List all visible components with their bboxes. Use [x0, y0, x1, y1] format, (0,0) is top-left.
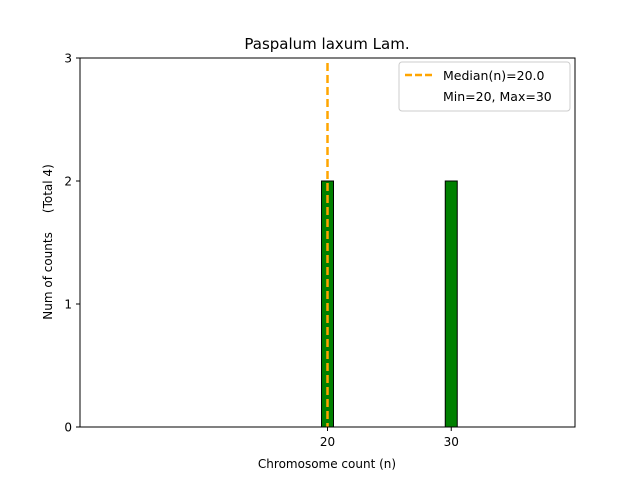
bars-group [321, 180, 458, 428]
legend-box [398, 61, 571, 112]
legend: Median(n)=20.0 Min=20, Max=30 [398, 61, 571, 112]
legend-entry-median: Median(n)=20.0 [443, 68, 544, 83]
y-tick-label-2: 2 [64, 175, 72, 189]
y-axis-label: Num of counts (Total 4) [41, 164, 55, 319]
x-axis-label: Chromosome count (n) [258, 457, 396, 471]
x-tick-label-20: 20 [320, 435, 335, 449]
bar-30 [444, 180, 458, 428]
legend-entry-range: Min=20, Max=30 [443, 89, 552, 104]
x-axis-ticks: 20 30 [320, 427, 459, 449]
x-tick-label-30: 30 [444, 435, 459, 449]
y-tick-label-3: 3 [64, 52, 72, 66]
y-axis-ticks: 0 1 2 3 [64, 52, 80, 435]
y-tick-label-1: 1 [64, 298, 72, 312]
chart-title: Paspalum laxum Lam. [244, 35, 409, 53]
y-tick-label-0: 0 [64, 421, 72, 435]
